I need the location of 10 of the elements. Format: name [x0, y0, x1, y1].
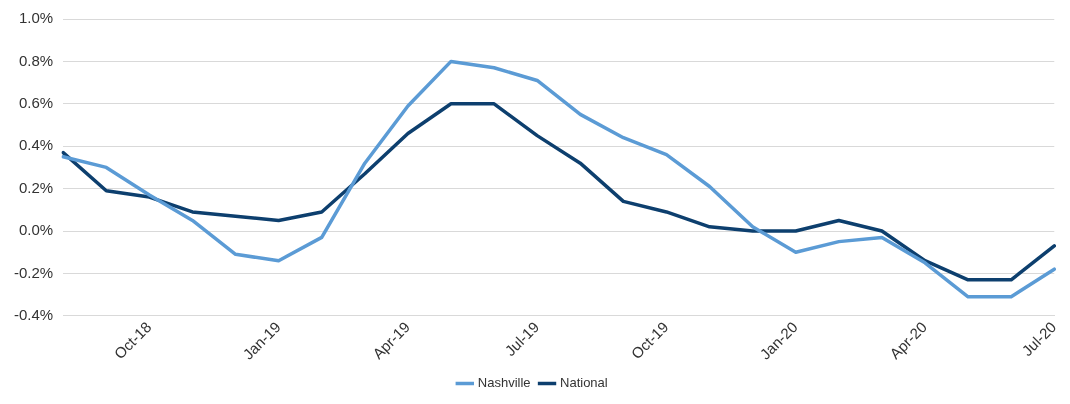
- y-tick-label: 0.4%: [18, 136, 54, 154]
- y-tick-label: 0.0%: [18, 221, 54, 239]
- y-tick-label: 1.0%: [18, 9, 54, 27]
- legend-label: Nashville: [477, 375, 531, 391]
- y-tick-label: 0.8%: [18, 51, 54, 69]
- legend-label: National: [560, 375, 608, 391]
- y-tick-label: 0.6%: [18, 93, 54, 111]
- y-tick-label: -0.4%: [14, 305, 54, 323]
- y-tick-label: 0.2%: [18, 178, 54, 196]
- y-tick-label: -0.2%: [14, 263, 54, 281]
